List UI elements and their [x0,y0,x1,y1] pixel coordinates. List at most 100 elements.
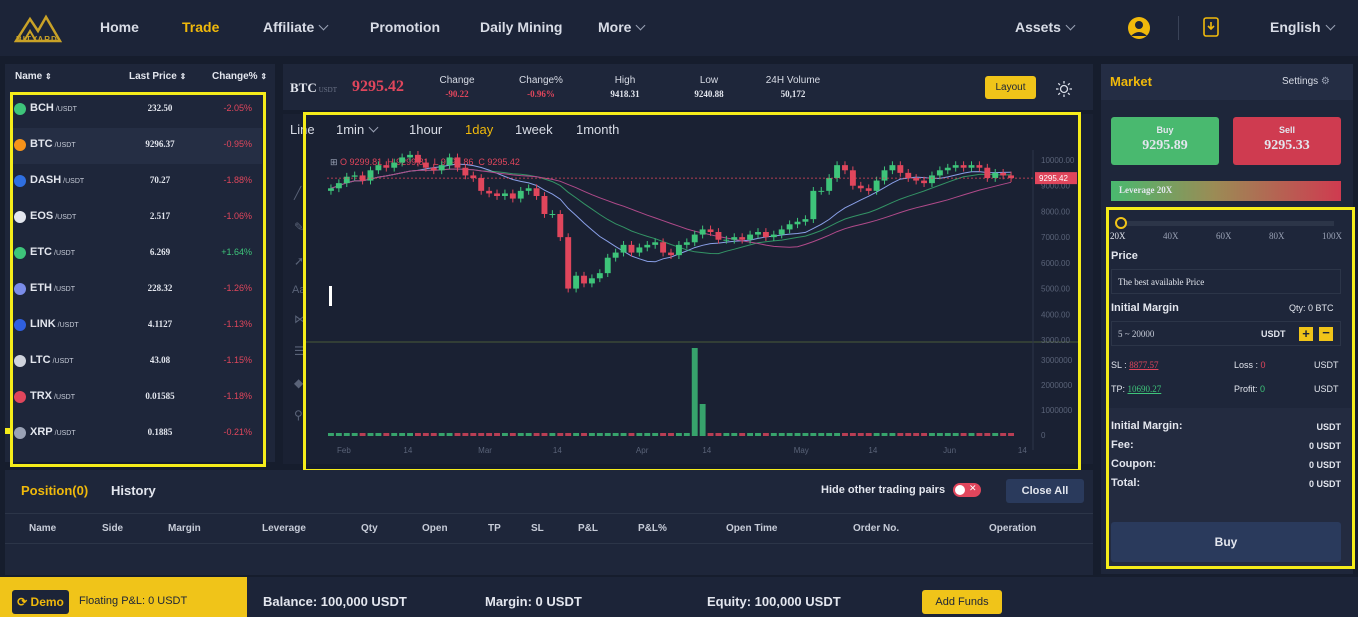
buy-submit-button[interactable]: Buy [1111,522,1341,562]
leverage-tick[interactable]: 20X [1110,231,1126,241]
nav-more[interactable]: More [598,19,646,35]
leverage-tick[interactable]: 40X [1163,231,1179,241]
candle-body [786,224,793,230]
nav-promotion[interactable]: Promotion [370,19,440,35]
candle-body [351,175,358,177]
y-tick-label: 10000.00 [1041,156,1075,165]
leverage-tick[interactable]: 80X [1269,231,1285,241]
top-navigation: BITYARD Home Trade Affiliate Promotion D… [0,0,1358,56]
column-header: P&L [578,523,598,534]
volume-bar [644,433,651,436]
trendline-tool-icon[interactable]: ╱ [294,186,302,200]
order-type-market[interactable]: Market [1110,74,1152,89]
language-selector[interactable]: English [1270,19,1336,35]
margin-input[interactable]: 5 ~ 20000 USDT + − [1111,321,1341,346]
layout-button[interactable]: Layout [985,76,1036,99]
market-row-eth[interactable]: ETH/USDT 228.32 -1.26% [10,272,262,308]
tp-value[interactable]: 10690.27 [1127,384,1162,394]
hide-pairs-toggle[interactable]: ✕ [953,483,981,497]
candle-body [375,165,382,171]
zoom-tool-icon[interactable]: ⚲ [294,408,303,422]
close-all-button[interactable]: Close All [1006,479,1084,503]
sort-icon: ⇕ [260,72,268,81]
nav-more-label: More [598,19,632,35]
market-row-xrp[interactable]: XRP/USDT 0.1885 -0.21% [10,416,262,452]
leverage-slider-handle[interactable] [1115,217,1127,229]
market-row-eos[interactable]: EOS/USDT 2.517 -1.06% [10,200,262,236]
market-row-trx[interactable]: TRX/USDT 0.01585 -1.18% [10,380,262,416]
chevron-down-icon [318,20,329,31]
settings-link[interactable]: Settings ⚙ [1282,76,1330,87]
measure-tool-icon[interactable]: ◆ [294,376,304,390]
fib-tool-icon[interactable]: ☰ [294,344,305,358]
volume-bar [525,433,532,436]
coin-ltc-icon [14,355,26,367]
nav-trade[interactable]: Trade [182,19,220,35]
sl-label: SL : [1111,360,1127,370]
market-row-dash[interactable]: DASH/USDT 70.27 -1.88% [10,164,262,200]
hide-pairs-label: Hide other trading pairs [821,484,946,496]
sl-value[interactable]: 8877.57 [1129,360,1159,370]
nav-divider [1178,16,1179,40]
sell-side-button[interactable]: Sell 9295.33 [1233,117,1341,165]
pair-base: EOS [30,210,54,222]
pair-quote: /USDT [57,322,79,329]
market-row-btc[interactable]: BTC/USDT 9296.37 -0.95% [10,128,262,164]
volume-bar [557,433,564,436]
col-price-header[interactable]: Last Price ⇕ [129,71,186,82]
market-row-link[interactable]: LINK/USDT 4.1127 -1.13% [10,308,262,344]
download-app-icon[interactable] [1203,17,1219,37]
market-row-bch[interactable]: BCH/USDT 232.50 -2.05% [10,92,262,128]
legend-plus-icon[interactable]: ⊞ [330,157,341,167]
brush-tool-icon[interactable]: ✎ [294,220,305,234]
volume-bar [660,433,667,436]
volume-bar [747,433,754,436]
user-avatar-icon[interactable] [1127,16,1151,40]
ohlc-legend: ⊞ O 9299.81 H 9299.81 L 9294.86 C 9295.4… [330,157,520,168]
price-chart[interactable]: 10000.00 9000.00 8000.00 7000.00 6000.00 5000… [305,150,1078,460]
decrement-minus-icon[interactable]: − [1319,326,1333,341]
text-tool-icon[interactable]: Aa [292,284,306,296]
timeframe-line[interactable]: Line [290,122,315,137]
tab-position[interactable]: Position(0) [21,483,89,498]
demo-toggle-button[interactable]: ⟳ Demo [12,590,69,614]
increment-plus-icon[interactable]: + [1299,327,1313,341]
candle-body [644,244,651,248]
pair-base: XRP [30,426,53,438]
nav-home[interactable]: Home [100,19,139,35]
nav-daily-mining[interactable]: Daily Mining [480,19,563,35]
timeframe-1day[interactable]: 1day [465,122,494,137]
candle-body [470,175,477,178]
arrow-tool-icon[interactable]: ➚ [294,254,305,268]
market-row-etc[interactable]: ETC/USDT 6.269 +1.64% [10,236,262,272]
volume-bar [517,433,524,436]
leverage-tick[interactable]: 100X [1322,231,1342,241]
candle-body [541,196,548,214]
volume-bar [865,433,872,436]
timeframe-1month[interactable]: 1month [576,122,620,137]
highlight-marker [5,428,10,434]
tab-history[interactable]: History [111,483,156,498]
leverage-tick[interactable]: 60X [1216,231,1232,241]
leverage-ticks: 20X 40X 60X 80X 100X [1110,231,1344,243]
nav-assets[interactable]: Assets [1015,19,1076,35]
price-input[interactable]: The best available Price [1111,269,1341,294]
column-header: Leverage [262,523,306,534]
add-funds-button[interactable]: Add Funds [922,590,1002,614]
col-change-header[interactable]: Change% ⇕ [212,71,267,82]
bityard-logo[interactable] [14,9,62,47]
nav-affiliate[interactable]: Affiliate [263,19,329,35]
theme-toggle-sun-icon[interactable] [1055,80,1073,98]
timeframe-1hour[interactable]: 1hour [409,122,443,137]
market-row-ltc[interactable]: LTC/USDT 43.08 -1.15% [10,344,262,380]
timeframe-1min[interactable]: 1min [336,122,379,137]
last-price: 6.269 [149,247,171,257]
leverage-slider-track[interactable] [1118,221,1334,226]
col-name-header[interactable]: Name ⇕ [15,71,52,82]
loss-field: Loss : 0 [1234,360,1266,370]
candle-body [486,190,493,194]
volume-bar [367,433,374,436]
timeframe-1week[interactable]: 1week [515,122,553,137]
buy-side-button[interactable]: Buy 9295.89 [1111,117,1219,165]
pair-name: DASH/USDT [30,174,84,186]
